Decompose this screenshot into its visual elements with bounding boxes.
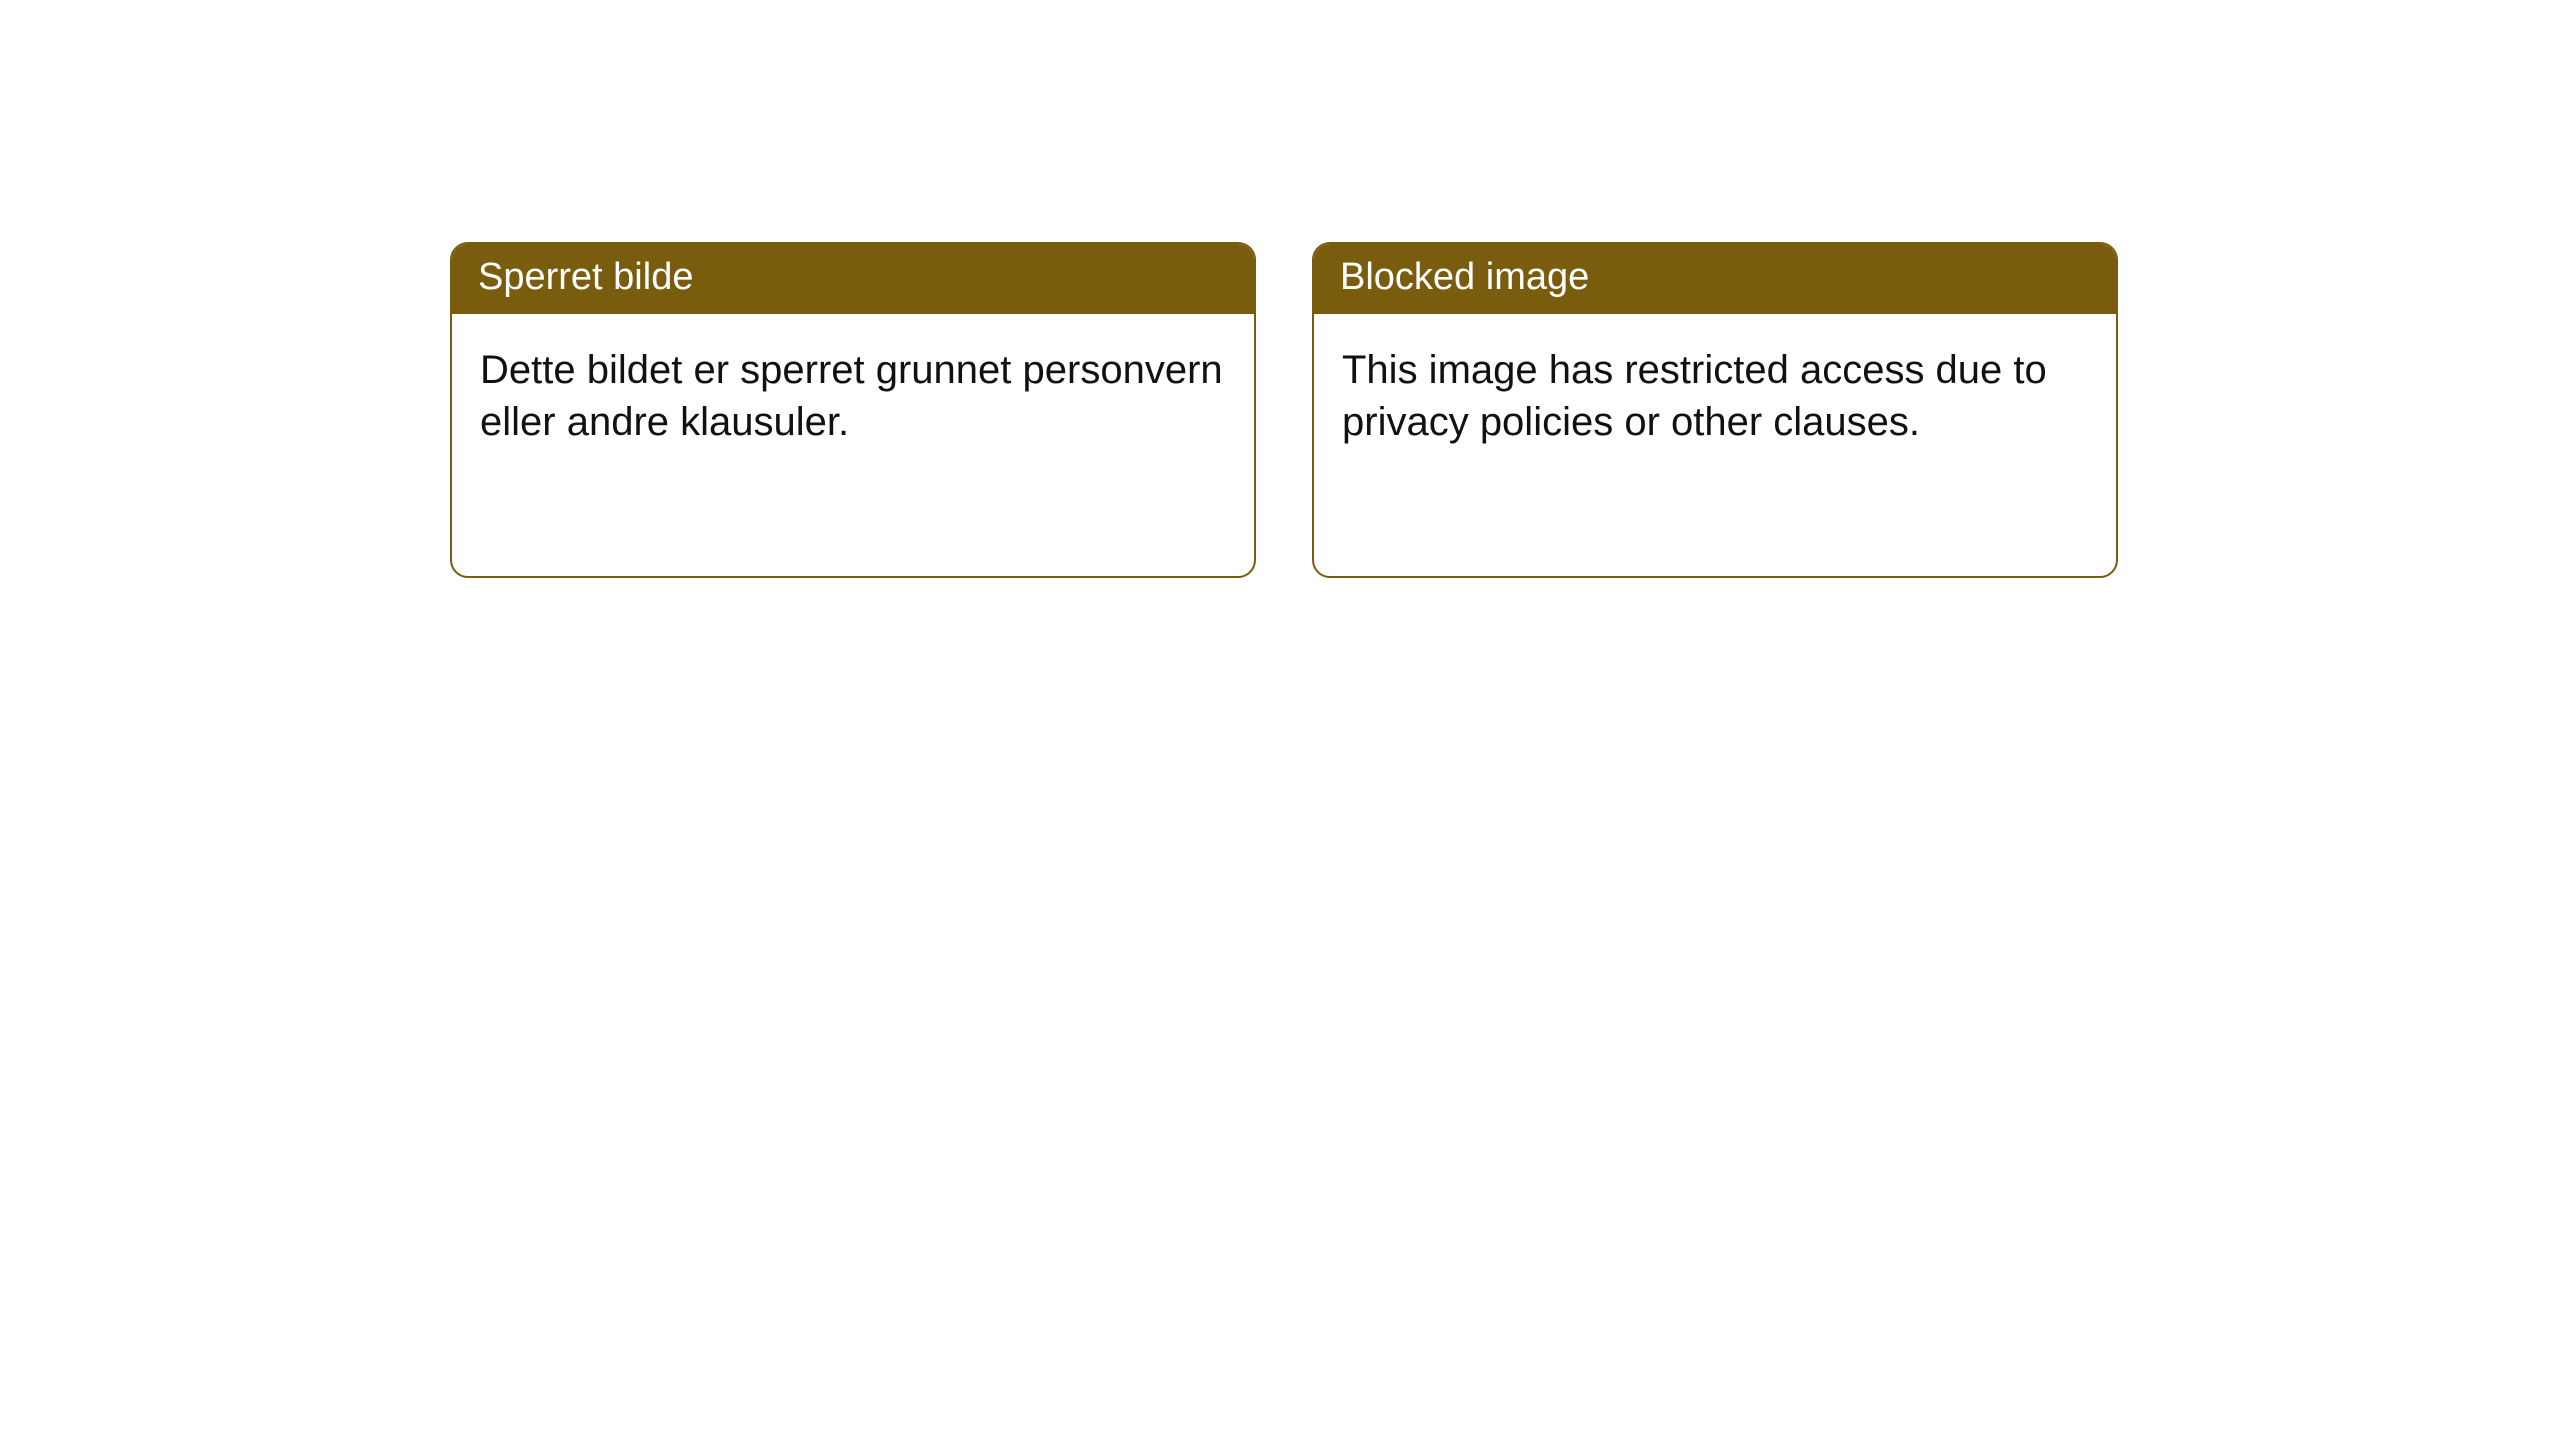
- notice-container: Sperret bilde Dette bildet er sperret gr…: [0, 0, 2560, 578]
- card-header-english: Blocked image: [1314, 244, 2116, 314]
- notice-card-english: Blocked image This image has restricted …: [1312, 242, 2118, 578]
- notice-card-norwegian: Sperret bilde Dette bildet er sperret gr…: [450, 242, 1256, 578]
- card-body-norwegian: Dette bildet er sperret grunnet personve…: [452, 314, 1254, 478]
- card-header-norwegian: Sperret bilde: [452, 244, 1254, 314]
- card-body-english: This image has restricted access due to …: [1314, 314, 2116, 478]
